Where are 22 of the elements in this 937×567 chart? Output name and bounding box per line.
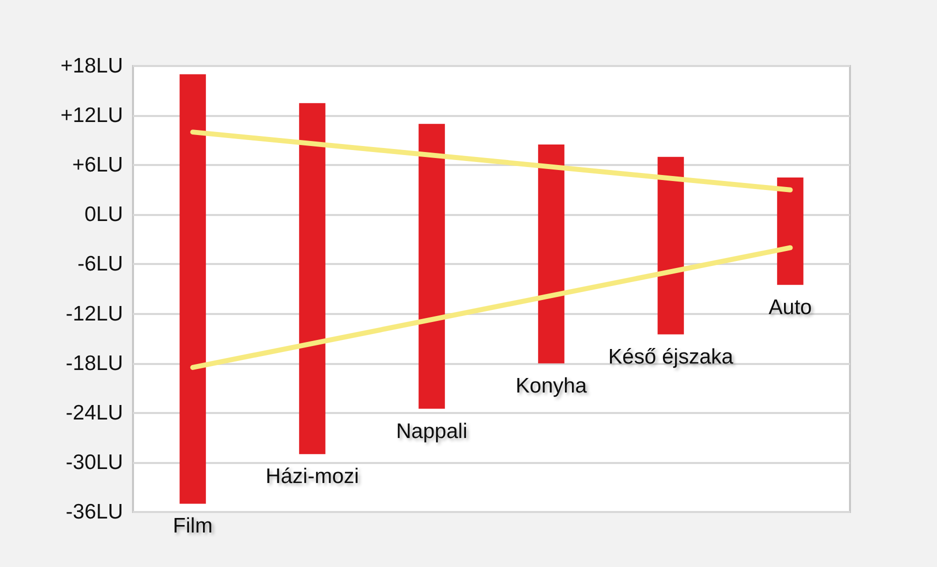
bar: [777, 178, 804, 285]
y-tick-label: -18LU: [66, 352, 123, 375]
bar: [418, 124, 445, 409]
x-tick-label: Auto: [768, 296, 812, 319]
y-tick-label: -6LU: [77, 252, 123, 276]
y-tick-label: -36LU: [66, 500, 123, 524]
x-tick-label: Konyha: [516, 374, 588, 398]
bar: [658, 156, 684, 334]
y-tick-label: -30LU: [66, 450, 123, 474]
y-tick-label: 0LU: [84, 203, 123, 226]
y-tick-label: +18LU: [60, 54, 123, 78]
y-tick-label: +12LU: [60, 104, 123, 128]
bar: [180, 74, 206, 504]
y-tick-label: -12LU: [66, 302, 123, 326]
x-tick-label: Késő éjszaka: [608, 345, 734, 368]
y-tick-label: -24LU: [66, 401, 123, 424]
bar: [538, 144, 564, 364]
y-tick-label: +6LU: [72, 154, 123, 177]
x-tick-label: Házi-mozi: [266, 465, 359, 488]
bar: [299, 103, 326, 454]
x-tick-label: Nappali: [396, 420, 468, 443]
x-tick-label: Film: [172, 514, 213, 538]
